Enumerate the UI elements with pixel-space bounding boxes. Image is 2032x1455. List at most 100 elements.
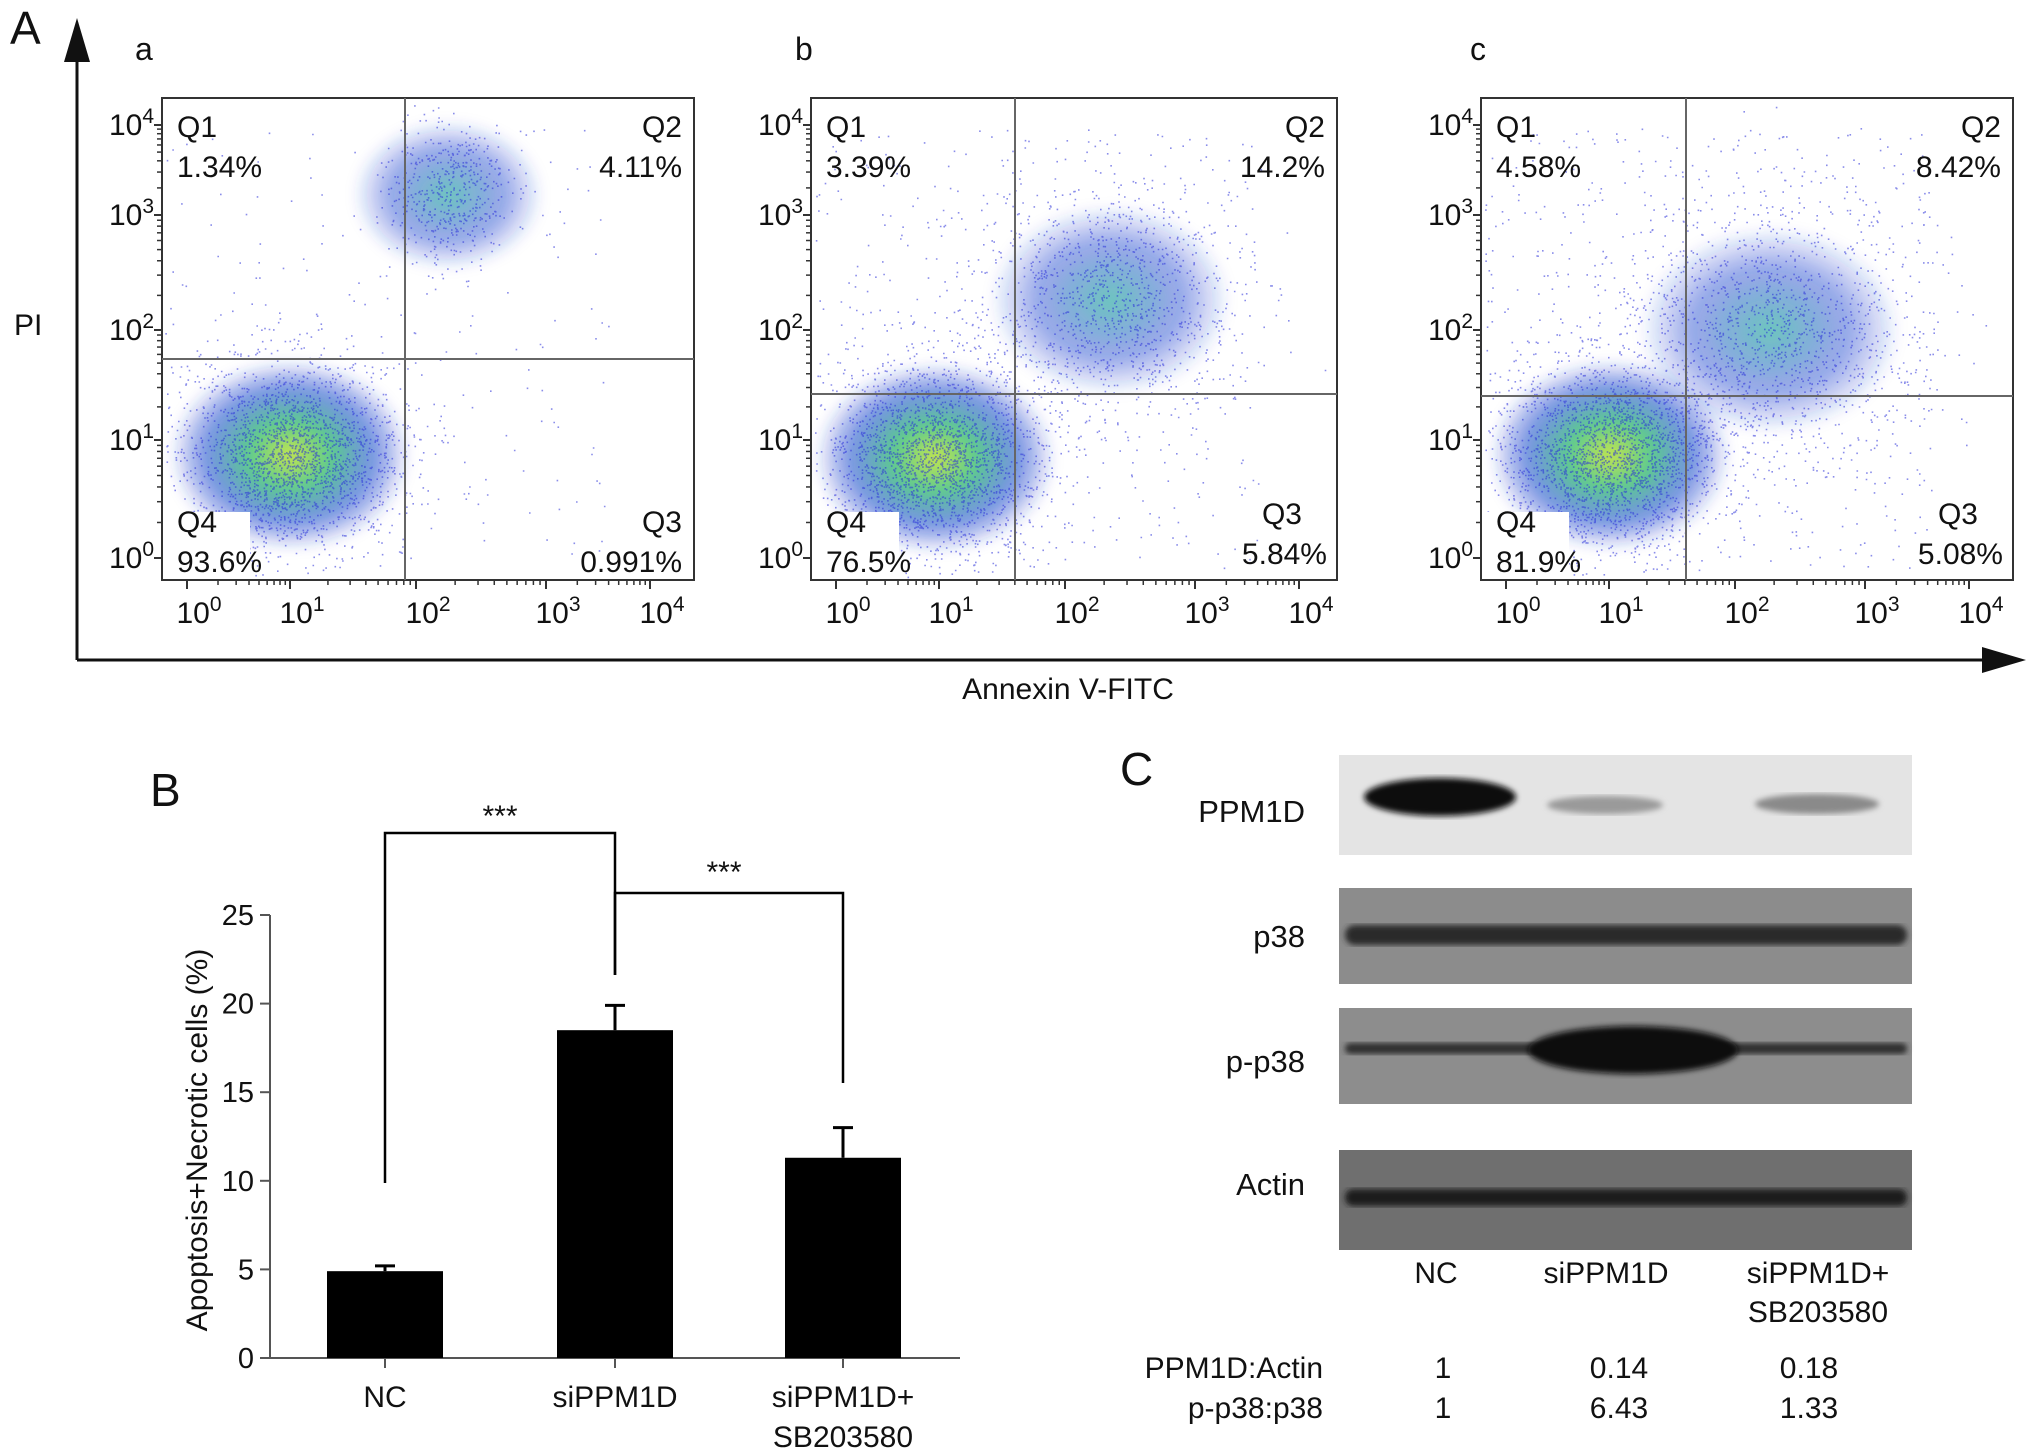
quadrant-label-q3: Q3 bbox=[1938, 498, 1978, 531]
ratio-value: 6.43 bbox=[1590, 1392, 1648, 1425]
quadrant-label-q4: Q4 bbox=[177, 506, 217, 539]
subpanel-letter: b bbox=[795, 31, 813, 67]
y-tick-label: 104 bbox=[109, 105, 154, 142]
flow-plot-b: b Q1 3.39% Q2 14.2% Q3 5.84% Q4 76.5% 100 100 101 10… bbox=[758, 31, 1338, 630]
lane-label-sippm1d: siPPM1D bbox=[1543, 1257, 1668, 1290]
quadrant-value-q1: 3.39% bbox=[826, 151, 911, 184]
y-tick-label: 102 bbox=[758, 310, 803, 347]
quadrant-value-q4: 76.5% bbox=[826, 546, 911, 579]
panel-a-letter: A bbox=[10, 2, 41, 54]
bar-category-label: siPPM1D+ bbox=[772, 1381, 915, 1414]
population-q2 bbox=[1640, 227, 1900, 433]
event-dots bbox=[814, 129, 1327, 579]
y-tick-label: 102 bbox=[1428, 310, 1473, 347]
blot-p-p38 bbox=[1339, 1008, 1912, 1104]
ratio-label-ppm1d-actin: PPM1D:Actin bbox=[1145, 1352, 1323, 1385]
subpanel-letter: a bbox=[135, 31, 153, 67]
x-tick-label: 100 bbox=[176, 593, 221, 630]
event-dots bbox=[165, 105, 610, 577]
x-tick-label: 101 bbox=[279, 593, 324, 630]
x-axis-arrow bbox=[1982, 647, 2026, 673]
quadrant-label-q4: Q4 bbox=[826, 506, 866, 539]
band-p-p38-sippm1d bbox=[1528, 1026, 1738, 1074]
q4-label-mask bbox=[1484, 512, 1569, 578]
ratio-value: 0.14 bbox=[1590, 1352, 1648, 1385]
bar-category-label: siPPM1D bbox=[552, 1381, 677, 1414]
y-tick-label: 101 bbox=[758, 420, 803, 457]
y-tick-label: 100 bbox=[758, 538, 803, 575]
significance-stars: *** bbox=[706, 856, 741, 889]
quadrant-value-q4: 81.9% bbox=[1496, 546, 1581, 579]
population-q2 bbox=[353, 120, 543, 270]
ratio-value: 1.33 bbox=[1780, 1392, 1838, 1425]
bar bbox=[785, 1157, 901, 1358]
y-tick-label: 104 bbox=[1428, 105, 1473, 142]
band-actin-row bbox=[1345, 1189, 1907, 1206]
quadrant-label-q2: Q2 bbox=[1285, 111, 1325, 144]
quadrant-value-q2: 14.2% bbox=[1240, 151, 1325, 184]
quadrant-label-q3: Q3 bbox=[1262, 498, 1302, 531]
band-label-actin: Actin bbox=[1236, 1167, 1305, 1202]
quadrant-label-q1: Q1 bbox=[177, 111, 217, 144]
band-label-ppm1d: PPM1D bbox=[1198, 794, 1305, 829]
y-tick-label: 103 bbox=[109, 195, 154, 232]
annexin-axis-title: Annexin V-FITC bbox=[962, 673, 1174, 706]
quadrant-value-q3: 5.84% bbox=[1242, 538, 1327, 571]
x-tick-label: 102 bbox=[1054, 593, 1099, 630]
bar-y-tick-label: 20 bbox=[222, 989, 254, 1021]
y-tick-label: 102 bbox=[109, 310, 154, 347]
quadrant-label-q1: Q1 bbox=[1496, 111, 1536, 144]
x-tick-label: 103 bbox=[1854, 593, 1899, 630]
panel-a: A PI Annexin V-FITC a Q1 1.34% Q2 4.11% Q3 0.9… bbox=[10, 2, 2026, 706]
quadrant-value-q4: 93.6% bbox=[177, 546, 262, 579]
quadrant-label-q3: Q3 bbox=[642, 506, 682, 539]
q4-label-mask bbox=[165, 512, 250, 578]
quadrant-label-q2: Q2 bbox=[1961, 111, 2001, 144]
bar-category-label: NC bbox=[363, 1381, 406, 1414]
bar bbox=[327, 1271, 443, 1358]
event-points bbox=[165, 105, 610, 577]
subpanel-letter: c bbox=[1470, 31, 1486, 67]
x-tick-label: 102 bbox=[405, 593, 450, 630]
quadrant-value-q1: 1.34% bbox=[177, 151, 262, 184]
pi-axis-title: PI bbox=[14, 309, 42, 342]
x-tick-label: 104 bbox=[1288, 593, 1333, 630]
quadrant-value-q3: 5.08% bbox=[1918, 538, 2003, 571]
band-ppm1d-sippm1d bbox=[1547, 796, 1663, 814]
blot-ppm1d bbox=[1339, 755, 1912, 855]
quadrant-value-q2: 8.42% bbox=[1916, 151, 2001, 184]
y-tick-label: 100 bbox=[109, 538, 154, 575]
y-tick-label: 103 bbox=[1428, 195, 1473, 232]
x-tick-label: 103 bbox=[535, 593, 580, 630]
event-points bbox=[814, 129, 1327, 579]
x-tick-label: 100 bbox=[1495, 593, 1540, 630]
panel-c: C PPM1D p38 p-p38 Actin NC bbox=[1120, 743, 1912, 1425]
blot-p38 bbox=[1339, 888, 1912, 984]
ratio-value: 1 bbox=[1435, 1392, 1452, 1425]
ratio-value: 0.18 bbox=[1780, 1352, 1838, 1385]
y-tick-label: 104 bbox=[758, 105, 803, 142]
quadrant-value-q2: 4.11% bbox=[599, 151, 682, 184]
x-tick-label: 102 bbox=[1724, 593, 1769, 630]
flow-plot-c: c Q1 4.58% Q2 8.42% Q3 5.08% Q4 81.9% 100 100 101 10… bbox=[1428, 31, 2014, 630]
x-tick-label: 100 bbox=[825, 593, 870, 630]
y-axis-arrow bbox=[64, 18, 90, 62]
ratio-label-pp38-p38: p-p38:p38 bbox=[1188, 1392, 1323, 1425]
band-ppm1d-nc bbox=[1364, 778, 1516, 816]
bar-y-axis-title: Apoptosis+Necrotic cells (%) bbox=[181, 949, 214, 1332]
quadrant-label-q1: Q1 bbox=[826, 111, 866, 144]
x-tick-label: 101 bbox=[928, 593, 973, 630]
y-tick-label: 100 bbox=[1428, 538, 1473, 575]
band-label-p-p38: p-p38 bbox=[1226, 1044, 1305, 1079]
quadrant-label-q2: Q2 bbox=[642, 111, 682, 144]
bar-y-tick-label: 0 bbox=[238, 1343, 254, 1375]
q4-label-mask bbox=[814, 512, 899, 578]
panel-c-letter: C bbox=[1120, 743, 1153, 795]
x-tick-label: 103 bbox=[1184, 593, 1229, 630]
significance-stars: *** bbox=[482, 800, 517, 833]
x-tick-label: 104 bbox=[639, 593, 684, 630]
bar-category-label: SB203580 bbox=[773, 1421, 913, 1454]
